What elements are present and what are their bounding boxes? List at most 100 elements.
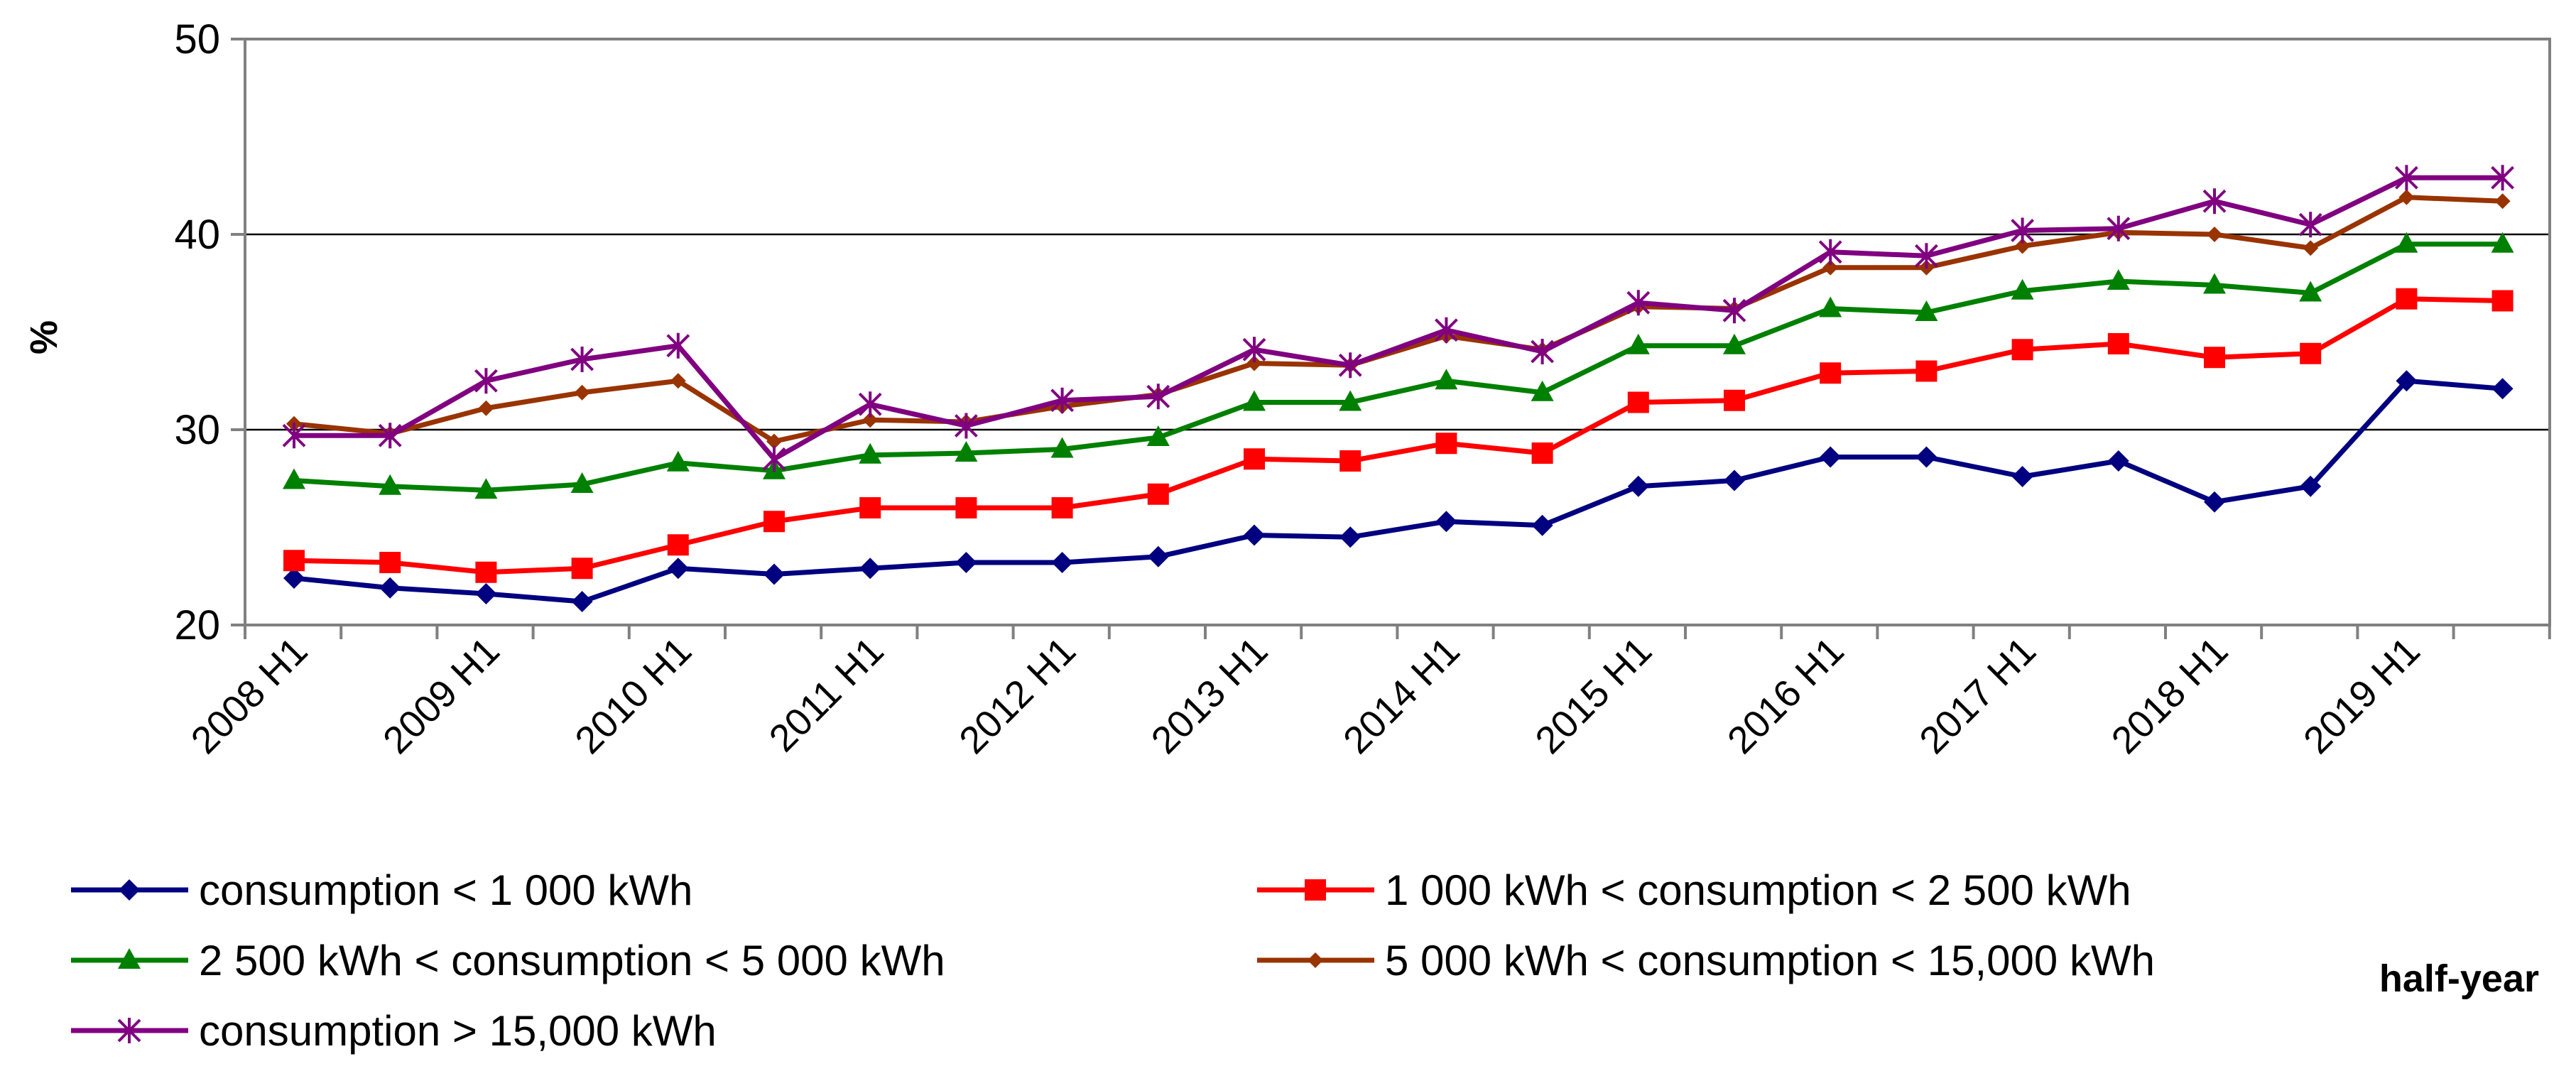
data-point: [1146, 384, 1170, 410]
data-point: [2398, 189, 2415, 205]
data-point: [379, 474, 402, 495]
y-tick-label: 40: [174, 212, 220, 258]
series-5: [282, 165, 2515, 472]
x-tick-label: 2012 H1: [951, 629, 1084, 762]
data-point: [2107, 450, 2129, 472]
data-point: [1722, 298, 1746, 324]
x-tick-label: 2011 H1: [761, 629, 892, 760]
data-point: [379, 552, 401, 573]
data-point: [2394, 165, 2418, 191]
data-point: [478, 400, 494, 416]
data-point: [1818, 239, 1842, 265]
data-point: [2494, 193, 2511, 210]
data-point: [1531, 442, 1553, 464]
data-point: [1147, 545, 1169, 567]
data-point: [570, 472, 594, 493]
data-point: [1243, 390, 1266, 411]
data-point: [1051, 497, 1073, 518]
x-tick-label: 2018 H1: [2104, 629, 2237, 762]
y-axis: 20 30 40 50: [174, 16, 245, 648]
data-point: [2491, 165, 2515, 191]
data-point: [2203, 273, 2226, 294]
legend-marker: [1308, 952, 1323, 968]
legend-marker: [118, 948, 141, 969]
legend: consumption < 1 000 kWh 1 000 kWh < consu…: [71, 866, 2155, 1055]
legend-label: 2 500 kWh < consumption < 5 000 kWh: [199, 937, 945, 984]
data-point: [2202, 188, 2227, 214]
legend-label: 1 000 kWh < consumption < 2 500 kWh: [1385, 866, 2131, 914]
data-point: [1531, 380, 1554, 401]
gridlines: [245, 233, 2550, 431]
y-axis-title: %: [23, 320, 65, 354]
data-point: [763, 511, 785, 533]
data-point: [858, 391, 882, 418]
data-point: [1724, 389, 1745, 411]
data-point: [571, 558, 593, 580]
data-point: [1051, 552, 1073, 573]
data-point: [2299, 281, 2322, 302]
data-point: [2298, 212, 2322, 238]
legend-marker: [117, 1018, 141, 1043]
series-3: [283, 232, 2514, 499]
data-point: [1435, 511, 1457, 533]
series-4: [286, 189, 2511, 450]
data-point: [2491, 378, 2513, 400]
data-point: [1435, 369, 1458, 390]
legend-item: 2 500 kWh < consumption < 5 000 kWh: [71, 937, 945, 984]
data-point: [2300, 475, 2322, 497]
series-line: [293, 296, 2503, 575]
data-point: [2204, 491, 2225, 513]
data-point: [667, 534, 689, 556]
data-point: [1820, 446, 1842, 468]
data-point: [1820, 362, 1842, 384]
series-line: [293, 378, 2503, 604]
data-point: [1915, 300, 1938, 321]
data-point: [282, 423, 306, 449]
x-tick-label: 2015 H1: [1527, 629, 1660, 762]
x-tick-label: 2010 H1: [567, 629, 700, 762]
x-tick-label: 2016 H1: [1719, 629, 1852, 762]
data-point: [1915, 360, 1938, 382]
series-line: [294, 175, 2503, 462]
data-point: [1246, 355, 1262, 371]
x-tick-label: 2014 H1: [1335, 629, 1468, 762]
data-point: [2107, 215, 2131, 241]
data-point: [1914, 243, 1938, 269]
data-point: [2011, 466, 2033, 487]
legend-label: consumption > 15,000 kWh: [199, 1007, 717, 1055]
data-point: [762, 446, 786, 472]
data-point: [474, 368, 498, 394]
series-1: [283, 370, 2513, 612]
series-lines: [282, 165, 2515, 612]
x-tick-label: 2019 H1: [2295, 629, 2428, 762]
data-point: [1434, 317, 1458, 343]
data-point: [955, 441, 978, 462]
series-line: [293, 241, 2503, 493]
data-point: [1050, 437, 1074, 458]
legend-marker: [1305, 879, 1326, 901]
data-point: [1147, 483, 1169, 505]
data-point: [1626, 290, 1651, 316]
legend-item: consumption > 15,000 kWh: [71, 1007, 717, 1055]
data-point: [763, 563, 785, 585]
data-point: [955, 497, 977, 518]
data-point: [955, 552, 977, 573]
x-axis: 2008 H1 2009 H1 2010 H1 2011 H1 2012 H1 2013 …: [183, 625, 2551, 762]
x-axis-title: half-year: [2379, 957, 2539, 1000]
legend-item: 1 000 kWh < consumption < 2 500 kWh: [1257, 866, 2131, 914]
data-point: [666, 332, 690, 359]
x-tick-label: 2009 H1: [375, 629, 508, 762]
data-point: [2011, 217, 2035, 244]
data-point: [474, 478, 498, 499]
x-tick-label: 2008 H1: [183, 629, 316, 762]
data-point: [2395, 232, 2418, 253]
legend-item: 5 000 kWh < consumption < 15,000 kWh: [1257, 937, 2155, 984]
data-point: [1339, 526, 1362, 548]
data-point: [2491, 290, 2513, 312]
data-point: [378, 423, 402, 449]
data-point: [2107, 269, 2130, 290]
data-point: [666, 450, 690, 472]
data-point: [1627, 391, 1649, 413]
series-2: [283, 288, 2513, 583]
